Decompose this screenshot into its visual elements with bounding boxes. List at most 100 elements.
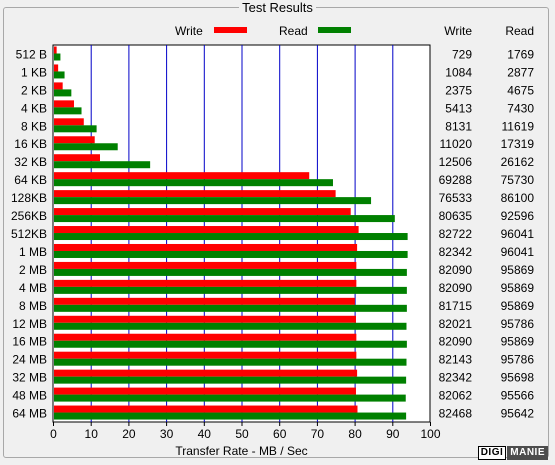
write-value: 82090 [439,335,473,349]
read-value: 96041 [501,227,535,241]
x-tick-label: 20 [122,427,136,441]
legend-read-label: Read [279,24,308,38]
write-value: 69288 [439,173,473,187]
chart-title: Test Results [0,0,555,15]
write-bar [54,297,355,305]
write-bar [54,82,63,90]
write-value: 12506 [439,155,473,169]
write-value: 729 [452,47,472,61]
read-bar [54,286,407,294]
category-label: 2 KB [21,83,47,97]
read-bar [54,250,408,258]
read-value: 17319 [501,137,535,151]
read-value: 95869 [501,263,535,277]
x-tick-label: 60 [273,427,287,441]
write-value: 80635 [439,209,473,223]
read-bar [54,376,407,384]
read-column-header: Read [505,24,534,38]
read-bar [54,143,118,151]
x-tick-label: 70 [311,427,325,441]
category-label: 512 B [16,47,47,61]
category-label: 256KB [11,209,47,223]
read-bar [54,340,407,348]
read-value: 11619 [502,119,535,133]
write-bar [54,100,74,108]
write-bar [54,333,357,341]
x-axis-label: Transfer Rate - MB / Sec [175,444,307,458]
read-bar [54,107,82,115]
read-bar [54,197,372,205]
x-tick-label: 40 [198,427,212,441]
legend-read-swatch [318,27,351,33]
write-bar [54,118,84,126]
x-tick-label: 10 [85,427,99,441]
legend-write-swatch [214,27,247,33]
read-bar [54,412,407,420]
write-bar [54,387,356,395]
category-label: 512KB [11,227,47,241]
read-bar [54,161,151,169]
read-value: 95642 [501,407,535,421]
category-label: 48 MB [12,389,47,403]
category-label: 16 MB [12,335,47,349]
read-value: 95698 [501,371,535,385]
write-bar [54,172,310,180]
category-label: 4 KB [21,101,47,115]
read-value: 2877 [507,65,534,79]
write-value: 82143 [439,353,473,367]
category-label: 32 KB [14,155,47,169]
read-bar [54,215,395,223]
category-label: 4 MB [19,281,47,295]
read-value: 95869 [501,299,535,313]
read-bar [54,233,408,241]
read-value: 95869 [501,335,535,349]
write-value: 11020 [440,137,473,151]
category-label: 32 MB [12,371,47,385]
read-bar [54,179,333,187]
write-value: 82342 [439,371,473,385]
write-bar [54,64,59,72]
write-bar [54,405,358,413]
read-bar [54,322,407,330]
write-value: 5413 [445,101,472,115]
read-bar [54,358,407,366]
read-value: 75730 [501,173,535,187]
category-label: 64 MB [12,407,47,421]
write-bar [54,226,359,234]
write-bar [54,154,100,162]
category-label: 16 KB [14,137,47,151]
write-column-header: Write [444,24,472,38]
read-value: 95869 [501,281,535,295]
read-value: 1769 [507,47,534,61]
x-tick-label: 80 [348,427,362,441]
write-bar [54,208,351,216]
category-label: 64 KB [14,173,47,187]
write-bar [54,315,356,323]
write-value: 2375 [445,83,472,97]
write-bar [54,46,57,54]
write-value: 82021 [439,317,473,331]
write-value: 82062 [439,389,473,403]
read-value: 95786 [501,353,535,367]
write-bar [54,190,336,198]
read-value: 86100 [501,191,535,205]
write-value: 82468 [439,407,473,421]
write-bar [54,136,95,144]
read-bar [54,304,407,312]
category-label: 1 KB [21,65,47,79]
category-label: 2 MB [19,263,47,277]
read-bar [54,71,65,79]
read-value: 4675 [507,83,534,97]
read-bar [54,89,72,97]
legend-write-label: Write [175,24,203,38]
category-label: 1 MB [19,245,47,259]
read-bar [54,394,406,402]
write-bar [54,261,357,269]
category-label: 8 MB [19,299,47,313]
read-bar [54,268,407,276]
write-value: 82342 [439,245,473,259]
write-value: 81715 [439,299,473,313]
x-tick-label: 30 [160,427,174,441]
write-value: 82090 [439,281,473,295]
read-value: 95786 [501,317,535,331]
